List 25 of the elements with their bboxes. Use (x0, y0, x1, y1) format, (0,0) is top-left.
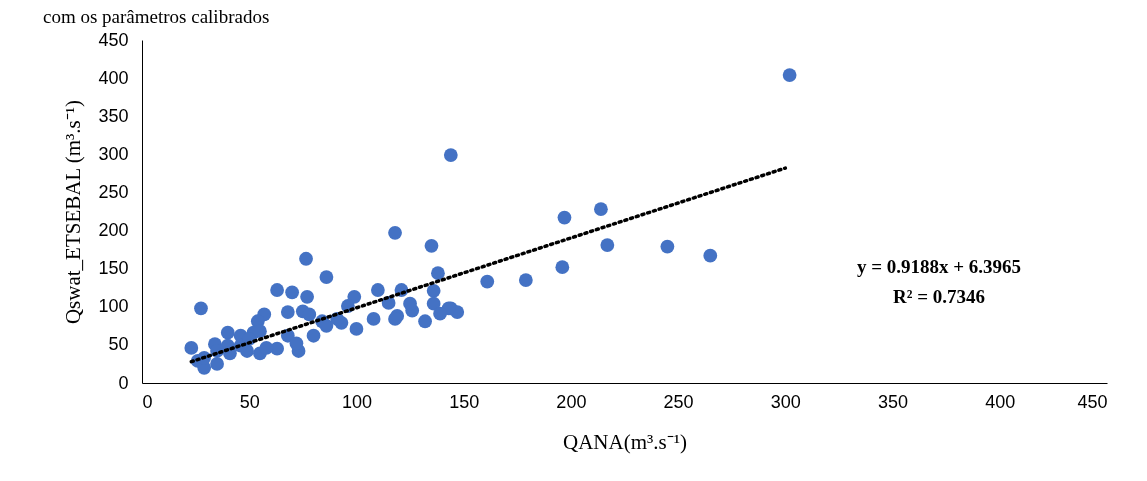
x-tick-label: 300 (770, 391, 801, 412)
y-tick-label: 450 (98, 29, 129, 50)
y-tick-label: 0 (118, 372, 129, 393)
annotation: y = 0.9188x + 6.3965 (856, 256, 1022, 277)
x-tick-label: 150 (449, 391, 480, 412)
y-tick-label: 350 (98, 105, 129, 126)
y-tick-label: 300 (98, 143, 129, 164)
x-tick-label: 0 (142, 391, 153, 412)
y-tick-label: 200 (98, 220, 129, 241)
chart-title: com os parâmetros calibrados (42, 6, 270, 27)
y-tick-label: 50 (108, 334, 129, 355)
x-tick-label: 450 (1077, 391, 1108, 412)
y-axis-title: Qswat_ETSEBAL (m³.s⁻¹) (61, 99, 86, 325)
x-axis-title: QANA(m³.s⁻¹) (563, 429, 687, 454)
x-tick-label: 200 (556, 391, 587, 412)
x-tick-label: 350 (878, 391, 909, 412)
y-tick-label: 100 (98, 296, 129, 317)
x-tick-label: 100 (341, 391, 372, 412)
y-tick-label: 150 (98, 258, 129, 279)
x-tick-label: 50 (239, 391, 260, 412)
y-tick-label: 400 (98, 67, 129, 88)
y-tick-label: 250 (98, 181, 129, 202)
annotation: R² = 0.7346 (893, 286, 985, 307)
x-tick-label: 400 (985, 391, 1016, 412)
x-tick-label: 250 (663, 391, 694, 412)
